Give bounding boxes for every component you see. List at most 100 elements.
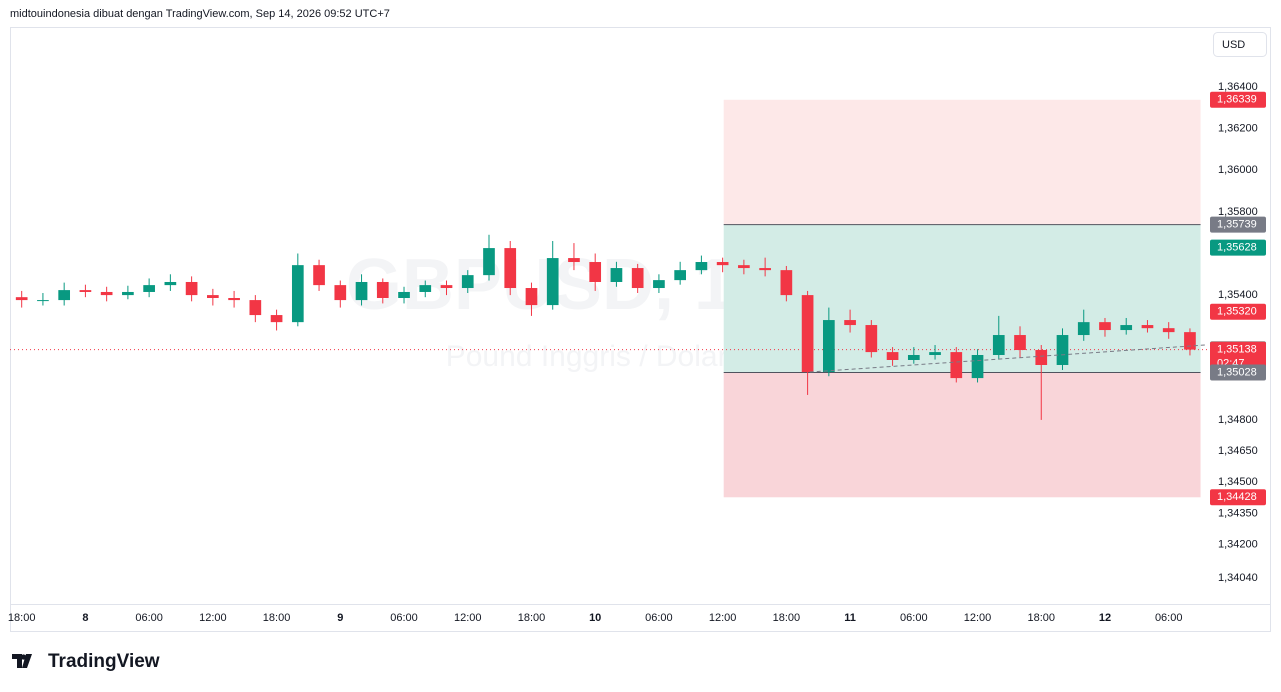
x-tick-label: 18:00 [1027, 612, 1055, 624]
x-tick-label: 06:00 [645, 612, 673, 624]
currency-button[interactable] [1213, 32, 1267, 57]
candle-body [1056, 335, 1069, 365]
price-label: 1,35628 [1217, 242, 1257, 254]
price-label-box [1210, 364, 1266, 381]
x-tick-label: 8 [82, 612, 88, 624]
brand-logo: TradingView [12, 651, 160, 672]
price-label: 1,35320 [1217, 306, 1257, 318]
candle-body [1162, 328, 1175, 333]
candle-body [929, 352, 941, 356]
currency-label: USD [1222, 39, 1245, 51]
position-zone [723, 99, 1201, 225]
candle-body [1184, 332, 1196, 350]
candle-body [461, 275, 474, 289]
price-label: 1,34428 [1217, 491, 1257, 503]
candle-body [716, 262, 729, 266]
x-tick-label: 18:00 [773, 612, 801, 624]
candle-body [695, 262, 708, 271]
price-label: 1,36339 [1217, 94, 1257, 106]
y-tick-label: 1,34040 [1218, 572, 1258, 584]
header-title: midtouindonesia dibuat dengan TradingVie… [10, 8, 390, 20]
candle-body [589, 262, 602, 282]
candle-body [143, 285, 155, 292]
candle-body [355, 281, 368, 301]
x-tick-label: 18:00 [8, 612, 36, 624]
candle-body [270, 315, 283, 323]
y-tick-label: 1,35400 [1218, 289, 1258, 301]
candle-body [823, 320, 835, 373]
candle-body [291, 265, 304, 323]
y-tick-label: 1,36000 [1218, 164, 1258, 176]
x-tick-label: 06:00 [390, 612, 418, 624]
candle-body [334, 285, 347, 301]
candle-body [483, 248, 495, 276]
candle-body [886, 352, 899, 360]
candle-body [1120, 325, 1133, 331]
price-label-box [1210, 489, 1266, 506]
candle-body [525, 288, 538, 306]
chart-frame [10, 27, 1271, 632]
x-tick-label: 06:00 [900, 612, 928, 624]
candle-body [546, 258, 559, 306]
price-label-box [1210, 341, 1266, 372]
candle-body [58, 290, 71, 301]
watermark-group: GBPUSD, 15 Pound Inggris / Dolar AS [346, 245, 774, 373]
x-tick-label: 10 [589, 612, 601, 624]
candle-body [780, 270, 793, 296]
candle-body [1035, 350, 1048, 365]
candle-body [79, 290, 92, 292]
price-label: 1,35028 [1217, 366, 1257, 378]
candle-body [504, 248, 517, 289]
price-label: 1,35138 [1217, 344, 1257, 356]
x-tick-label: 12:00 [199, 612, 227, 624]
candle-body [185, 281, 198, 296]
candle-body [844, 320, 856, 326]
x-tick-label: 18:00 [518, 612, 546, 624]
candle-body [568, 258, 580, 263]
candle-body [398, 291, 410, 299]
watermark-subtitle: Pound Inggris / Dolar AS [446, 340, 775, 373]
candle-body [207, 295, 219, 299]
x-tick-label: 12 [1099, 612, 1111, 624]
position-zone [723, 224, 1201, 373]
candle-body [37, 300, 49, 302]
candle-body [738, 265, 750, 269]
price-label-box [1210, 239, 1266, 256]
trend-line [809, 344, 1205, 373]
logo-mark [12, 654, 32, 668]
x-tick-label: 06:00 [135, 612, 163, 624]
y-tick-label: 1,34650 [1218, 445, 1258, 457]
y-tick-label: 1,34200 [1218, 539, 1258, 551]
candle-body [164, 281, 177, 286]
position-zone [723, 372, 1201, 498]
y-tick-label: 1,36200 [1218, 123, 1258, 135]
candle-body [1099, 322, 1111, 331]
candle-body [228, 298, 240, 301]
x-tick-label: 18:00 [263, 612, 291, 624]
logo-dot [20, 654, 27, 660]
candle-body [249, 300, 262, 316]
x-tick-label: 12:00 [964, 612, 992, 624]
x-tick-label: 12:00 [709, 612, 737, 624]
candle-body [376, 281, 389, 299]
candle-body [122, 291, 134, 296]
y-tick-label: 1,34500 [1218, 476, 1258, 488]
x-tick-label: 12:00 [454, 612, 482, 624]
candle-body [674, 270, 686, 281]
y-tick-label: 1,34350 [1218, 507, 1258, 519]
candle-body [15, 297, 28, 301]
x-tick-label: 9 [337, 612, 343, 624]
price-label-box [1210, 303, 1266, 320]
candle-body [971, 355, 984, 379]
candle-body [1077, 322, 1090, 336]
y-tick-label: 1,35800 [1218, 206, 1258, 218]
candle-body [759, 268, 771, 271]
candle-body [1141, 325, 1154, 329]
price-label-box [1210, 91, 1266, 108]
x-tick-label: 06:00 [1155, 612, 1183, 624]
candle-body [610, 268, 623, 282]
candle-body [440, 285, 453, 289]
candle-body [419, 285, 432, 292]
